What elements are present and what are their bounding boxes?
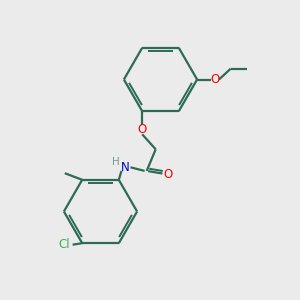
Text: O: O: [164, 168, 173, 181]
Text: O: O: [211, 73, 220, 86]
Text: N: N: [121, 161, 130, 174]
Text: Cl: Cl: [58, 238, 70, 251]
Text: O: O: [138, 123, 147, 136]
Text: H: H: [112, 157, 119, 167]
